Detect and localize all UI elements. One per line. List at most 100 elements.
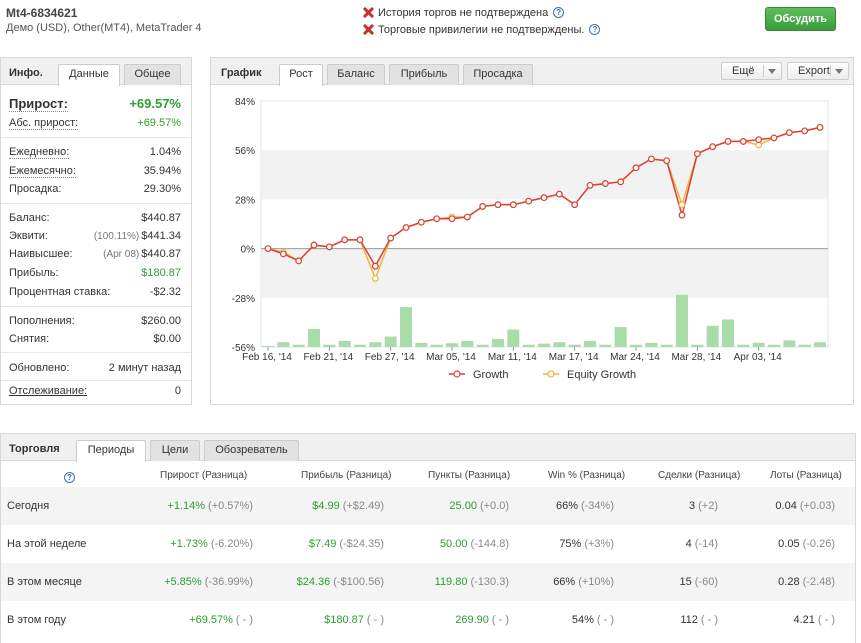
lots-value: 0.05 [778,538,800,550]
account-title: Mt4-6834621 [6,6,78,20]
discuss-button[interactable]: Обсудить [765,7,836,31]
volume-bar [783,340,796,347]
col-lots: Лоты (Разница) [770,470,842,481]
col-pips: Пункты (Разница) [428,470,511,481]
export-dropdown[interactable]: Export [787,62,849,80]
table-row: В этом году +69.57%( - ) $180.87( - ) 269.9… [1,601,855,639]
cell-profit: $7.49 (-$24.35) [309,538,384,550]
divider [830,65,831,77]
tab-data[interactable]: Данные [58,64,120,86]
info-panel: Инфо. Данные Общее Прирост: +69.57% Абс.… [0,57,192,405]
period-label: На этой неделе [7,538,87,550]
data-point [402,224,410,231]
help-icon[interactable]: ? [589,24,601,35]
pips-value: 119.80 [434,576,468,588]
drawdown-value: 29.30% [143,183,181,195]
legend-marker [453,370,461,378]
data-point [755,136,763,144]
divider [1,380,191,381]
cell-pips: 25.00 (+0.0) [449,500,509,512]
growth-diff: (-36.99%) [204,576,253,588]
lots-diff: (-2.48) [802,576,835,588]
interest-label: Процентная ставка: [9,286,111,298]
data-point [801,127,809,135]
data-point [295,257,303,265]
abs-growth-label[interactable]: Абс. прирост: [9,117,79,130]
more-label: Ещё [732,65,755,77]
data-point [341,236,349,244]
volume-bar [262,346,274,347]
tab-goals[interactable]: Цели [150,440,200,461]
x-tick-label: Feb 21, '14 [303,352,353,363]
growth-value: +5.85% [164,576,202,588]
cell-win: 75% (+3%) [559,538,614,550]
tracking-link[interactable]: Отслеживание: [9,385,88,397]
growth-row: Прирост: +69.57% [9,96,181,112]
trades-diff: ( - ) [700,614,718,626]
volume-bar [599,344,612,347]
monthly-value: 35.94% [143,165,181,177]
data-point [509,201,517,209]
volume-bar [384,336,397,347]
table-row: Сегодня +1.14% (+0.57%) $4.99 (+$2.49) 25.00(… [1,487,855,525]
profit-diff: (-$100.56) [333,576,384,588]
withdrawals-value: $0.00 [153,333,181,345]
chart-band [261,248,828,298]
cell-profit: $180.87( - ) [324,614,384,626]
chevron-down-icon [768,69,776,74]
tab-general[interactable]: Общее [124,64,181,85]
data-point [663,157,671,165]
period-label: Сегодня [7,500,50,512]
equity-value: $441.34 [141,230,181,242]
cell-growth: +5.85% (-36.99%) [164,576,253,588]
profit-diff: (+$2.49) [342,500,384,512]
trades-diff: (+2) [698,500,718,512]
daily-label[interactable]: Ежедневно: [9,146,70,159]
growth-diff: ( - ) [235,614,253,626]
tracking-value: 0 [174,385,181,397]
more-dropdown[interactable]: Ещё [721,62,782,80]
cell-win: 66% (-34%) [556,500,614,512]
data-point [678,211,686,219]
profit-diff: (-$24.35) [339,538,384,550]
cell-pips: 269.90( - ) [455,614,509,626]
help-icon[interactable]: ? [64,472,75,483]
trades-value: 3 [689,500,696,512]
y-tick-label: 84% [235,97,255,108]
lots-diff: (+0.03) [799,500,835,512]
growth-value: +1.14% [167,500,206,512]
win-value: 66% [555,500,578,512]
x-tick-label: Mar 24, '14 [610,352,660,363]
divider [1,306,191,307]
period-label: В этом месяце [7,576,82,588]
profit-value: $180.87 [324,614,364,626]
pips-diff: (+0.0) [479,500,509,512]
monthly-label[interactable]: Ежемесячно: [9,165,76,178]
cell-win: 66% (+10%) [553,576,614,588]
help-icon[interactable]: ? [553,7,565,18]
y-tick-label: 0% [241,245,256,256]
x-tick-label: Mar 17, '14 [549,352,599,363]
tab-periods[interactable]: Периоды [76,440,146,462]
tab-balance[interactable]: Баланс [327,64,385,85]
volume-bar [415,342,428,347]
volume-bar [737,344,750,347]
volume-bar [630,344,642,347]
lots-value: 0.28 [778,576,800,588]
win-diff: ( - ) [596,614,614,626]
data-point [647,155,655,163]
data-point [279,250,287,258]
tab-profit[interactable]: Прибыль [389,64,459,85]
y-tick-label: -28% [232,294,255,305]
growth-label[interactable]: Прирост: [9,96,68,112]
data-point [785,129,793,137]
tab-growth[interactable]: Рост [279,64,323,86]
tab-browser[interactable]: Обозреватель [204,440,299,461]
volume-bar [308,328,320,347]
growth-chart: 84% 56% 28% 0% -28% -56%Feb 16, '14 Feb 21, '1… [232,97,829,381]
equity-percent: (100.11%) [93,231,140,242]
tab-drawdown[interactable]: Просадка [463,64,533,85]
profit-diff: ( - ) [366,614,384,626]
data-point [632,164,640,172]
win-diff: (-34%) [580,500,614,512]
